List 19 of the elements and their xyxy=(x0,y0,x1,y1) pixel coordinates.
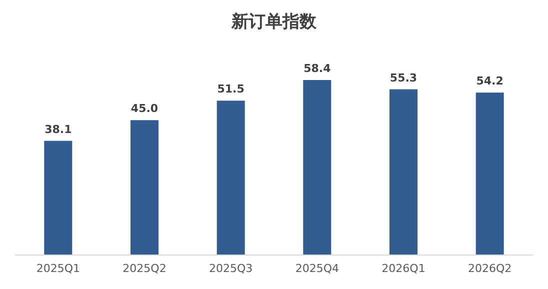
x-tick-label: 2025Q1 xyxy=(36,262,80,275)
data-label: 45.0 xyxy=(130,102,158,116)
x-tick-label: 2025Q3 xyxy=(209,262,253,275)
data-label: 38.1 xyxy=(44,122,72,136)
x-tick-label: 2026Q1 xyxy=(382,262,426,275)
bar xyxy=(130,120,158,255)
data-label: 55.3 xyxy=(390,71,418,84)
x-tick-label: 2026Q2 xyxy=(468,262,512,275)
bar xyxy=(303,80,332,255)
chart-title: 新订单指数 xyxy=(230,12,318,32)
bar xyxy=(390,89,418,255)
bar xyxy=(44,140,72,255)
data-label: 58.4 xyxy=(304,62,332,75)
data-label: 51.5 xyxy=(217,82,244,96)
x-tick-label: 2025Q2 xyxy=(122,262,166,275)
x-tick-label: 2025Q4 xyxy=(295,262,339,275)
data-label: 54.2 xyxy=(476,74,504,88)
bar xyxy=(216,100,245,255)
bar xyxy=(476,92,504,255)
